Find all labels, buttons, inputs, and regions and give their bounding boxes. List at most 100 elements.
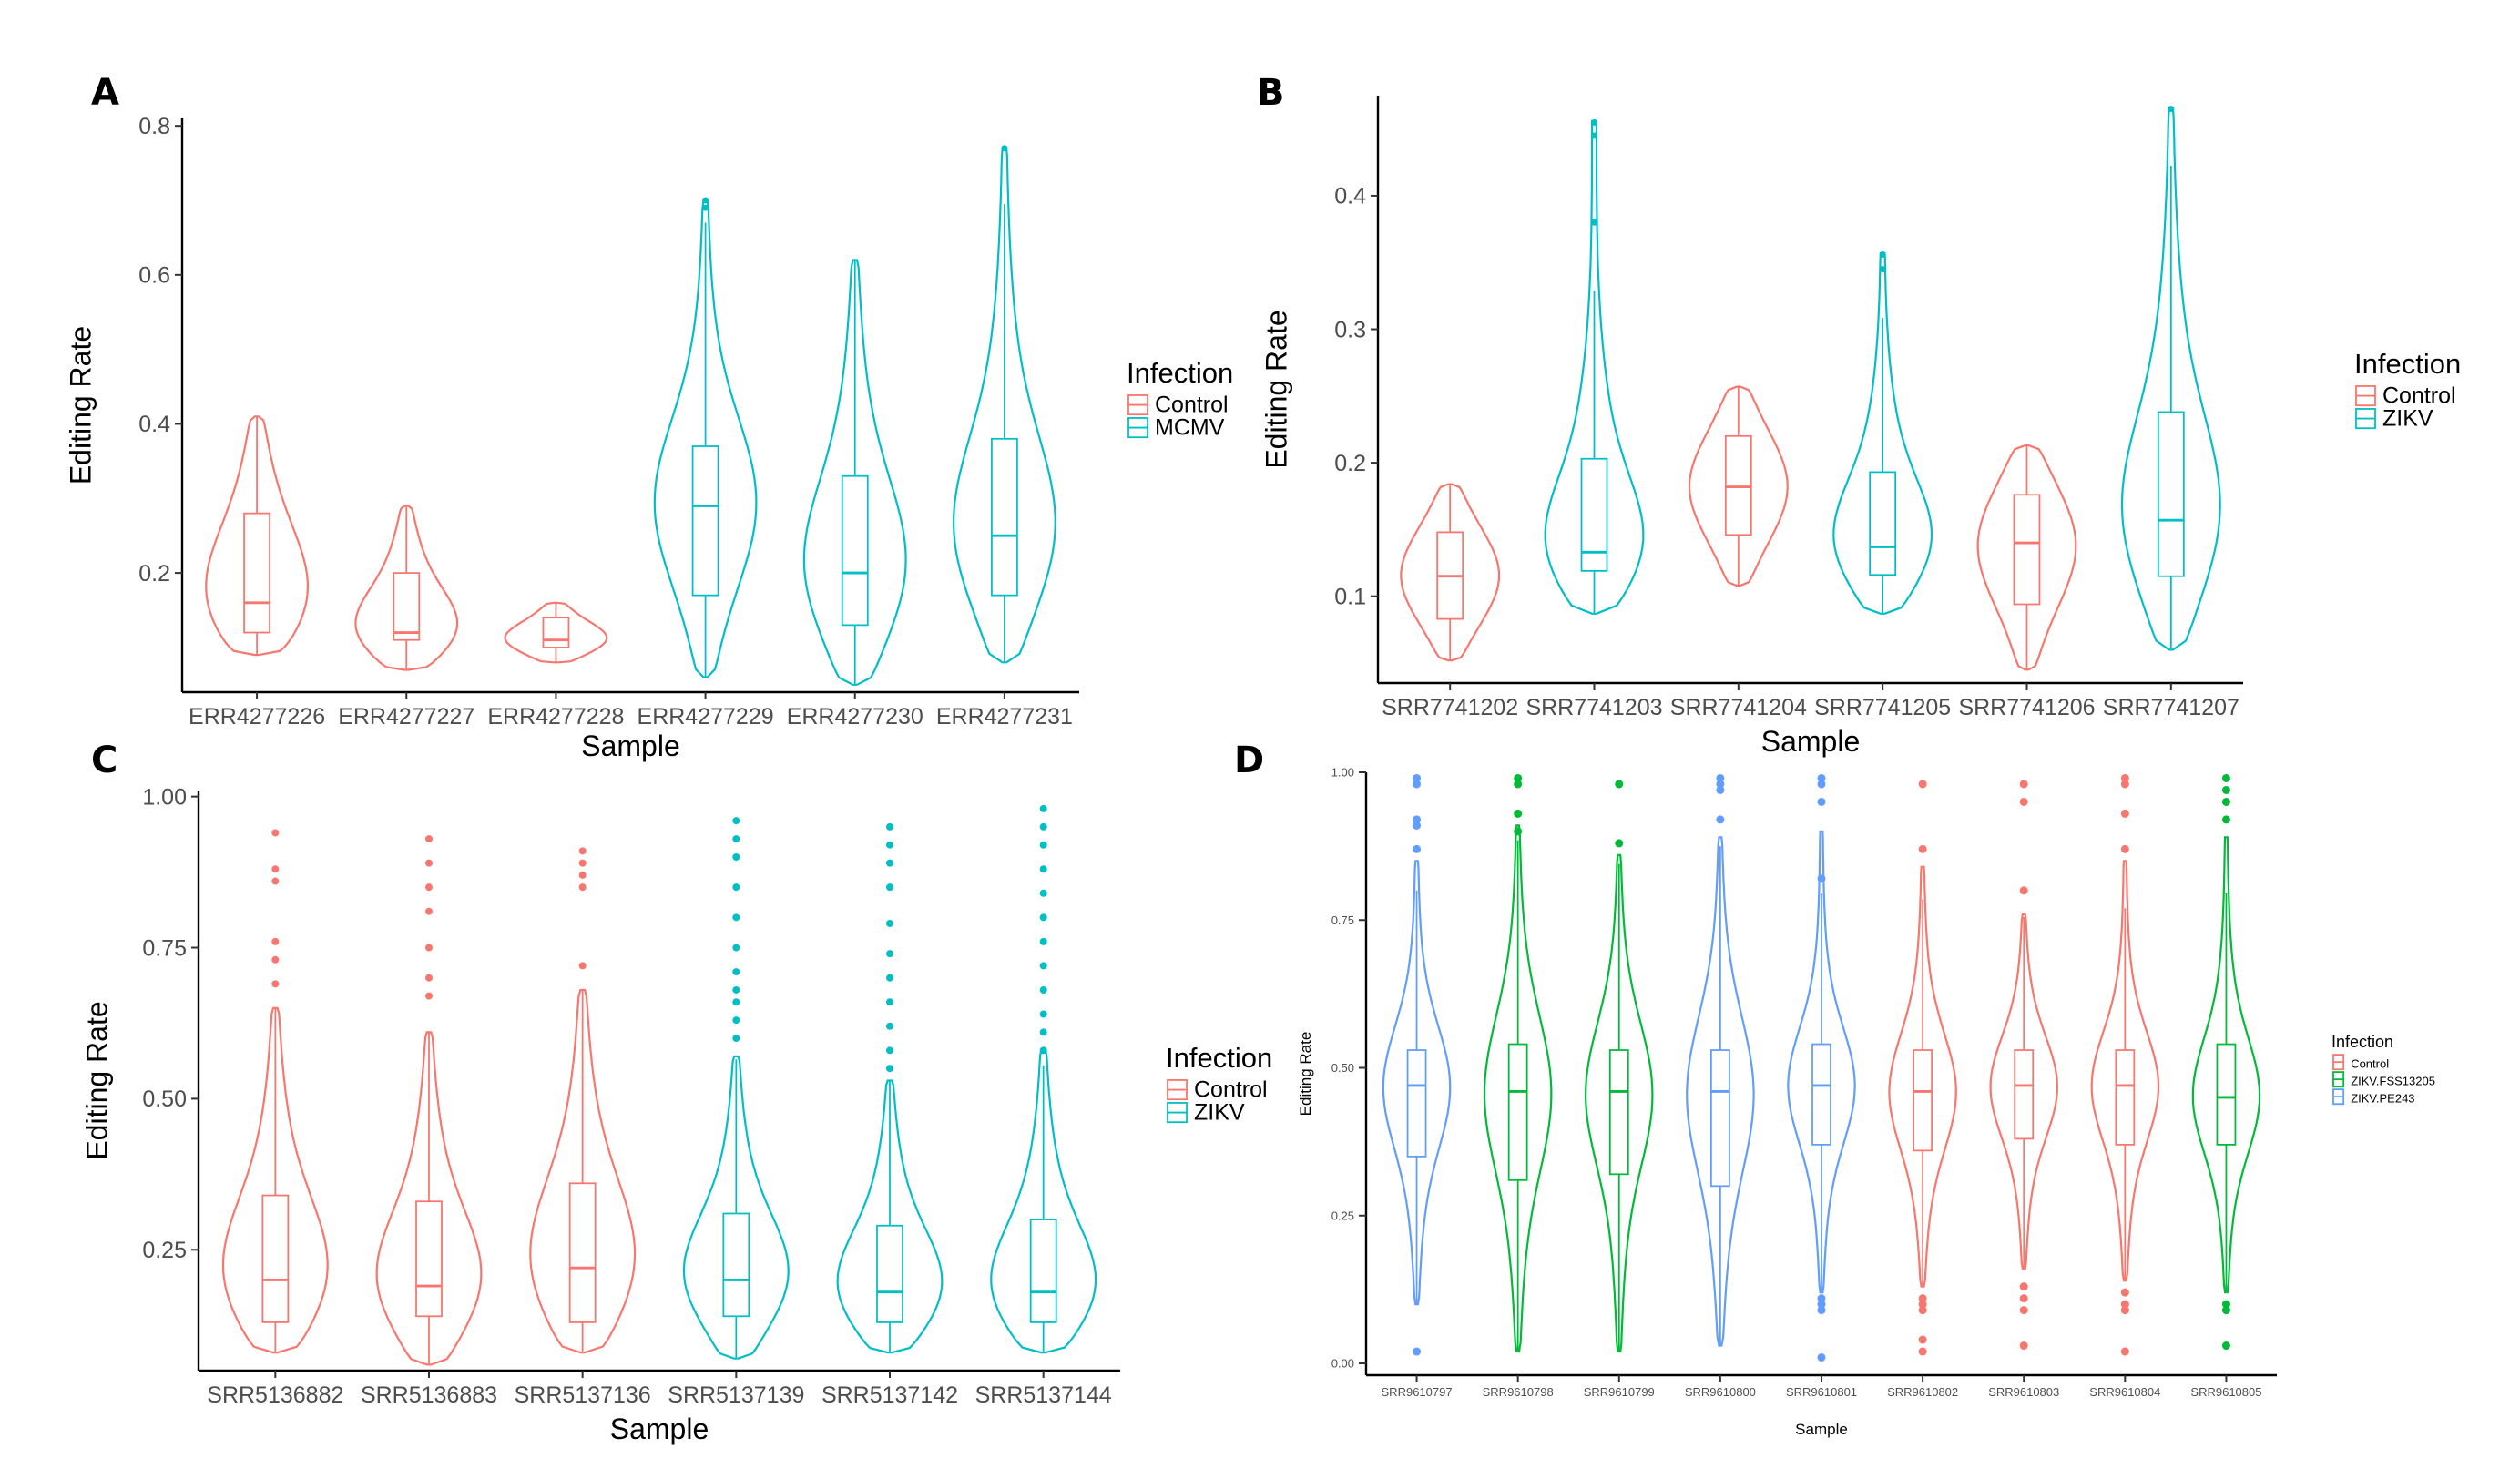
y-tick-label: 0.8: [138, 114, 170, 139]
outlier-point: [2120, 844, 2129, 853]
x-tick-label: ERR4277229: [638, 704, 774, 729]
y-tick-label: 0.25: [142, 1238, 187, 1263]
legend-key: [1167, 1079, 1188, 1101]
x-tick-label: ERR4277231: [936, 704, 1073, 729]
outlier-point: [1716, 815, 1725, 824]
outlier-point: [425, 835, 433, 843]
outlier-point: [1039, 1028, 1047, 1036]
x-tick-label: SRR9610804: [2089, 1385, 2160, 1399]
box: [1029, 1219, 1057, 1323]
x-tick-label: SRR9610802: [1887, 1385, 1958, 1399]
y-axis-title: Editing Rate: [1297, 1032, 1314, 1117]
outlier-point: [1413, 1347, 1422, 1356]
box: [2216, 1043, 2237, 1146]
outlier-point: [2120, 773, 2129, 782]
box: [1507, 1043, 1528, 1181]
box: [243, 512, 270, 634]
outlier-point: [1716, 773, 1725, 782]
outlier-point: [2019, 797, 2028, 806]
outlier-point: [732, 985, 740, 994]
legend-key: [1167, 1102, 1188, 1124]
box: [1869, 471, 1897, 576]
box: [2115, 1049, 2136, 1146]
violin: [529, 988, 637, 1354]
outlier-point: [886, 859, 893, 867]
outlier-point: [271, 865, 280, 873]
violin: [2191, 836, 2261, 1294]
x-tick-label: ERR4277226: [189, 704, 325, 729]
x-axis-title: Sample: [1761, 725, 1861, 758]
x-tick-label: SRR5137139: [668, 1382, 804, 1408]
legend-key: [2332, 1088, 2345, 1106]
outlier-point: [2221, 1306, 2230, 1315]
outlier-point: [271, 877, 280, 885]
box: [1811, 1043, 1831, 1146]
panel-letter: D: [1234, 740, 1264, 781]
outlier-point: [1514, 809, 1523, 818]
outlier-point: [2120, 1306, 2129, 1315]
outlier-point: [1039, 889, 1047, 897]
violin: [221, 1006, 329, 1354]
violin: [354, 505, 459, 671]
y-tick-label: 0.1: [1334, 584, 1366, 609]
x-tick-label: SRR5137142: [821, 1382, 958, 1408]
outlier-point: [1918, 780, 1927, 789]
x-tick-label: ERR4277230: [787, 704, 923, 729]
x-tick-label: SRR5136882: [207, 1382, 343, 1408]
outlier-point: [2019, 886, 2028, 895]
outlier-point: [2120, 1347, 2129, 1356]
violin: [205, 415, 309, 657]
outlier-point: [1514, 780, 1523, 789]
outlier-point: [2019, 1294, 2028, 1303]
box: [1580, 457, 1608, 572]
box: [2157, 411, 2185, 577]
outlier-point: [2221, 1341, 2230, 1351]
panel-d: D 0.00 0.25 0.50 0.75 1.00 SRR9610797 SRR961079…: [1234, 740, 2435, 1438]
outlier-point: [578, 859, 587, 867]
legend-title: Infection: [1166, 1042, 1272, 1074]
outlier-point: [886, 883, 893, 892]
legend-key: [2332, 1054, 2345, 1071]
outlier-point: [1413, 821, 1422, 830]
legend-key: [2355, 385, 2376, 407]
outlier-point: [1591, 132, 1597, 139]
y-axis-title: Editing Rate: [1260, 310, 1293, 468]
x-tick-label: ERR4277227: [338, 704, 474, 729]
panel-a: A 0.2 0.4 0.6 0.8 ERR4277226 ERR4277227 ERR4277…: [65, 72, 1234, 762]
outlier-point: [1039, 865, 1047, 873]
outlier-point: [2120, 809, 2129, 818]
outlier-point: [1413, 815, 1422, 824]
x-tick-label: SRR7741207: [2103, 695, 2239, 720]
outlier-point: [732, 1035, 740, 1043]
outlier-point: [2221, 797, 2230, 806]
x-axis-title: Sample: [581, 729, 680, 762]
outlier-point: [1039, 985, 1047, 994]
box: [393, 572, 421, 641]
outlier-point: [425, 944, 433, 952]
x-tick-label: SRR9610799: [1584, 1385, 1655, 1399]
outlier-point: [271, 829, 280, 837]
box: [261, 1194, 290, 1323]
box: [841, 474, 869, 627]
violin: [375, 1031, 483, 1366]
outlier-point: [1039, 1046, 1047, 1055]
x-tick-label: SRR7741203: [1525, 695, 1662, 720]
outlier-point: [578, 847, 587, 855]
box: [2014, 1049, 2035, 1140]
y-tick-label: 0.2: [138, 561, 170, 587]
outlier-point: [1817, 1353, 1826, 1362]
outlier-point: [2019, 1282, 2028, 1291]
x-tick-label: SRR5136883: [361, 1382, 497, 1408]
outlier-point: [886, 822, 893, 831]
violin: [682, 1055, 790, 1360]
outlier-point: [1817, 780, 1826, 789]
x-tick-label: SRR9610798: [1483, 1385, 1554, 1399]
outlier-point: [732, 968, 740, 976]
box: [415, 1200, 443, 1318]
y-axis-title: Editing Rate: [81, 1001, 114, 1159]
x-tick-label: SRR7741206: [1958, 695, 2095, 720]
outlier-point: [578, 871, 587, 879]
legend-title: Infection: [1127, 357, 1233, 389]
